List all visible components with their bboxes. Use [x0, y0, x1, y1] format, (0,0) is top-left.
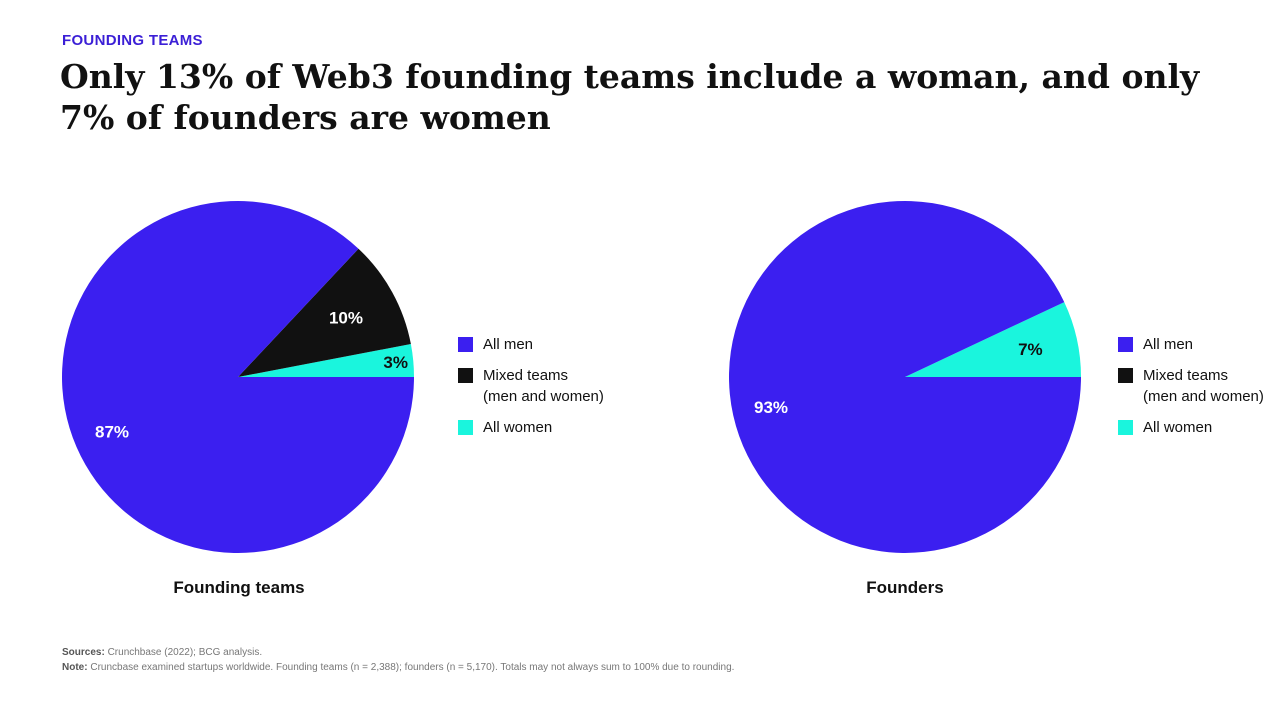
- pie-chart-founders: 7% 93%: [729, 200, 1081, 553]
- pie-slice-all-men: [61, 200, 414, 554]
- pie-label-mixed-teams-men-and-women: 10%: [329, 309, 363, 328]
- pie-label-all-women: 3%: [383, 353, 408, 372]
- legend-swatch: [1118, 420, 1133, 435]
- page-title: Only 13% of Web3 founding teams include …: [60, 57, 1200, 137]
- pie-slice-all-women: [238, 344, 414, 377]
- footer-notes: Sources: Crunchbase (2022); BCG analysis…: [62, 645, 734, 675]
- pie-slice-all-men: [729, 200, 1081, 553]
- legend-founders: All men Mixed teams (men and women) All …: [1118, 334, 1264, 448]
- pie-label-all-men: 87%: [95, 423, 129, 442]
- legend-label: All men: [483, 336, 534, 353]
- legend-swatch: [1118, 368, 1133, 383]
- legend-swatch: [458, 368, 473, 383]
- eyebrow-label: FOUNDING TEAMS: [62, 32, 203, 49]
- note-label: Note:: [62, 662, 88, 673]
- sources-text: Crunchbase (2022); BCG analysis.: [104, 647, 263, 658]
- pie-chart-founding-teams: 3% 10% 87%: [61, 200, 414, 554]
- note-line: Note: Cruncbase examined startups worldw…: [62, 660, 734, 675]
- legend-item-mixed-teams: Mixed teams (men and women): [1118, 365, 1264, 407]
- note-text: Cruncbase examined startups worldwide. F…: [87, 662, 735, 673]
- legend-swatch: [458, 420, 473, 435]
- legend-sublabel: (men and women): [1143, 388, 1264, 405]
- legend-founding-teams: All men Mixed teams (men and women) All …: [458, 334, 604, 448]
- pie-slice-all-women: [905, 302, 1081, 377]
- pie-label-all-men: 93%: [754, 398, 788, 417]
- legend-item-all-men: All men: [1118, 334, 1264, 355]
- pie-slice-mixed-teams-men-and-women: [238, 248, 411, 377]
- legend-item-mixed-teams: Mixed teams (men and women): [458, 365, 604, 407]
- chart-caption-founders: Founders: [866, 578, 944, 597]
- legend-label: Mixed teams: [1143, 367, 1229, 384]
- legend-label: Mixed teams: [483, 367, 569, 384]
- legend-label: All men: [1143, 336, 1194, 353]
- legend-item-all-women: All women: [1118, 417, 1264, 438]
- legend-swatch: [458, 337, 473, 352]
- legend-label: All women: [1143, 419, 1213, 436]
- sources-line: Sources: Crunchbase (2022); BCG analysis…: [62, 645, 734, 660]
- sources-label: Sources:: [62, 647, 105, 658]
- legend-label: All women: [483, 419, 553, 436]
- chart-caption-founding-teams: Founding teams: [173, 578, 305, 597]
- legend-swatch: [1118, 337, 1133, 352]
- legend-item-all-women: All women: [458, 417, 604, 438]
- legend-item-all-men: All men: [458, 334, 604, 355]
- pie-label-all-women: 7%: [1018, 340, 1043, 359]
- legend-sublabel: (men and women): [483, 388, 604, 405]
